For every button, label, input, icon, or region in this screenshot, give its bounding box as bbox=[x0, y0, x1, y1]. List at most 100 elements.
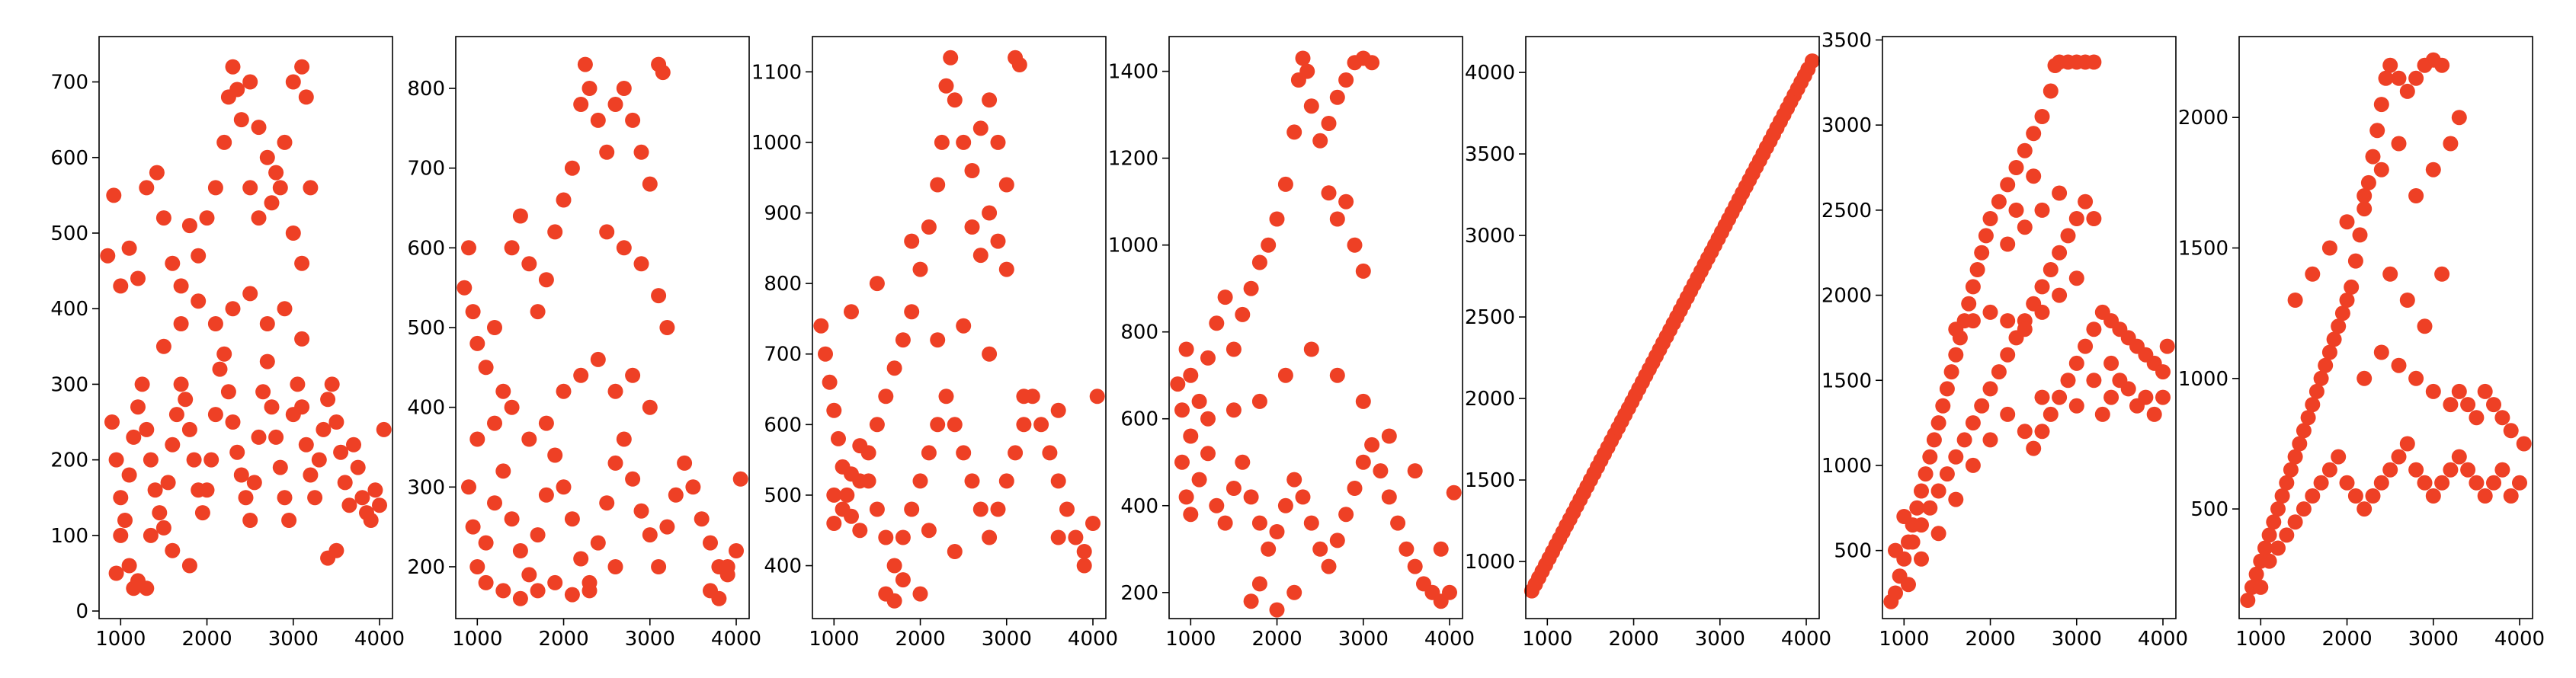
data-point-71 bbox=[538, 415, 554, 431]
data-point-82 bbox=[307, 490, 323, 506]
data-point-110 bbox=[155, 338, 171, 354]
data-point-24 bbox=[633, 144, 649, 160]
data-point-7 bbox=[149, 165, 165, 181]
data-point-63 bbox=[1059, 501, 1075, 517]
data-point-22 bbox=[947, 92, 963, 108]
x-tick-label: 2000 bbox=[181, 628, 232, 651]
data-point-18 bbox=[930, 177, 946, 193]
data-point-24 bbox=[1982, 211, 1998, 226]
data-point-92 bbox=[2391, 136, 2407, 152]
data-point-16 bbox=[1286, 124, 1302, 140]
data-point-78 bbox=[1016, 389, 1032, 405]
data-point-7 bbox=[839, 487, 855, 503]
data-point-21 bbox=[251, 120, 267, 136]
data-point-99 bbox=[2008, 202, 2024, 218]
data-point-62 bbox=[703, 535, 718, 551]
data-point-48 bbox=[1982, 381, 1998, 397]
data-point-79 bbox=[1776, 107, 1792, 123]
data-point-26 bbox=[294, 59, 310, 75]
y-tick-label: 3000 bbox=[1821, 114, 1872, 137]
data-point-35 bbox=[1183, 507, 1199, 523]
data-point-37 bbox=[835, 501, 851, 517]
data-point-78 bbox=[1769, 120, 1785, 136]
data-point-46 bbox=[1965, 415, 1981, 431]
data-points bbox=[100, 59, 392, 596]
data-point-23 bbox=[625, 112, 641, 128]
data-point-54 bbox=[2034, 279, 2050, 295]
data-points bbox=[2240, 52, 2532, 608]
x-tick-label: 3000 bbox=[2052, 628, 2102, 651]
data-point-31 bbox=[2369, 123, 2385, 139]
data-point-72 bbox=[1200, 411, 1216, 427]
data-point-81 bbox=[1433, 541, 1449, 557]
data-point-72 bbox=[556, 383, 572, 399]
data-point-43 bbox=[139, 421, 155, 437]
data-point-68 bbox=[1251, 576, 1267, 592]
data-point-17 bbox=[921, 219, 937, 235]
data-point-75 bbox=[2460, 397, 2476, 413]
y-tick-label: 600 bbox=[407, 237, 445, 260]
data-point-25 bbox=[642, 176, 658, 192]
data-point-88 bbox=[719, 559, 735, 574]
data-point-50 bbox=[599, 495, 615, 511]
data-point-84 bbox=[2138, 389, 2154, 405]
data-point-25 bbox=[2344, 279, 2360, 295]
data-point-62 bbox=[220, 384, 236, 400]
data-point-47 bbox=[1286, 472, 1302, 488]
data-point-14 bbox=[1939, 381, 1955, 397]
data-point-74 bbox=[2451, 383, 2467, 399]
data-point-63 bbox=[2443, 462, 2459, 478]
data-point-40 bbox=[126, 429, 142, 445]
data-point-83 bbox=[564, 587, 580, 603]
data-point-46 bbox=[1277, 497, 1293, 513]
x-tick-label: 1000 bbox=[2235, 628, 2286, 651]
data-point-30 bbox=[2034, 109, 2050, 124]
data-point-70 bbox=[255, 384, 271, 400]
data-point-46 bbox=[564, 511, 580, 527]
data-point-44 bbox=[547, 447, 563, 463]
x-tick-label: 2000 bbox=[1965, 628, 2015, 651]
data-point-68 bbox=[2486, 475, 2501, 491]
y-tick-label: 1000 bbox=[751, 132, 802, 155]
data-point-89 bbox=[1982, 304, 1998, 320]
data-point-57 bbox=[659, 519, 675, 535]
data-point-32 bbox=[285, 225, 301, 241]
y-tick-label: 1100 bbox=[751, 61, 802, 84]
data-point-70 bbox=[2503, 488, 2519, 504]
data-point-85 bbox=[2425, 383, 2441, 399]
data-point-19 bbox=[233, 112, 249, 128]
data-point-8 bbox=[1914, 483, 1929, 499]
data-point-42 bbox=[530, 527, 546, 543]
x-tick-label: 3000 bbox=[1695, 628, 1745, 651]
y-tick-label: 1500 bbox=[1465, 469, 1515, 492]
y-tick-label: 300 bbox=[50, 373, 88, 396]
data-point-86 bbox=[324, 376, 340, 392]
data-point-51 bbox=[1582, 472, 1598, 488]
data-point-58 bbox=[203, 452, 219, 468]
data-point-116 bbox=[259, 316, 275, 331]
data-point-54 bbox=[1604, 433, 1620, 449]
data-point-39 bbox=[504, 511, 520, 527]
data-point-54 bbox=[633, 503, 649, 519]
data-point-44 bbox=[1534, 563, 1550, 579]
data-point-73 bbox=[268, 429, 284, 445]
data-point-57 bbox=[2060, 228, 2076, 244]
data-point-93 bbox=[2408, 188, 2424, 203]
data-point-32 bbox=[972, 248, 988, 264]
data-point-31 bbox=[2043, 83, 2059, 99]
data-point-65 bbox=[2052, 389, 2068, 405]
data-point-78 bbox=[478, 574, 494, 590]
axes-frame bbox=[1882, 36, 2177, 619]
data-point-4 bbox=[826, 402, 842, 418]
data-point-7 bbox=[2266, 514, 2282, 530]
data-point-42 bbox=[2261, 553, 2277, 569]
data-point-19 bbox=[934, 134, 950, 150]
data-point-35 bbox=[469, 559, 485, 574]
data-point-64 bbox=[229, 444, 245, 460]
data-point-71 bbox=[259, 353, 275, 369]
data-point-43 bbox=[886, 558, 902, 574]
y-tick-label: 500 bbox=[407, 317, 445, 340]
x-tick-label: 2000 bbox=[538, 628, 588, 651]
data-point-52 bbox=[1590, 459, 1605, 475]
data-point-105 bbox=[1948, 491, 1964, 507]
